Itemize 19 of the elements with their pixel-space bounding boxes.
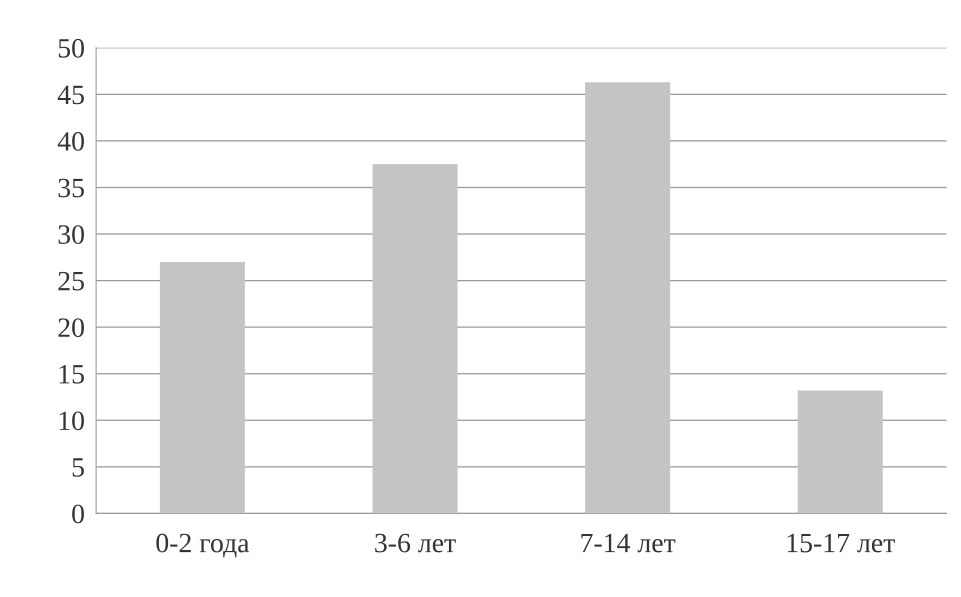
bar (160, 262, 245, 514)
bar (585, 82, 670, 514)
y-tick-label: 25 (58, 272, 84, 290)
x-tick-label: 15-17 лет (788, 534, 895, 552)
y-tick-label: 20 (58, 318, 84, 338)
y-tick-label: 50 (58, 38, 84, 58)
y-tick-label: 35 (58, 178, 84, 198)
y-tick-label: 15 (60, 365, 84, 384)
y-tick-label: 5 (72, 458, 84, 477)
bar (798, 390, 883, 514)
bar (372, 164, 458, 514)
x-tick-label: 7-14 лет (581, 534, 676, 552)
x-tick-label: 3-6 лет (375, 534, 456, 552)
y-tick-label: 40 (58, 132, 84, 151)
y-tick-label: 10 (60, 411, 84, 430)
y-tick-label: 30 (58, 225, 84, 244)
x-tick-label: 0-2 года (156, 534, 250, 558)
y-tick-label: 45 (58, 86, 84, 104)
y-tick-label: 0 (72, 504, 84, 524)
